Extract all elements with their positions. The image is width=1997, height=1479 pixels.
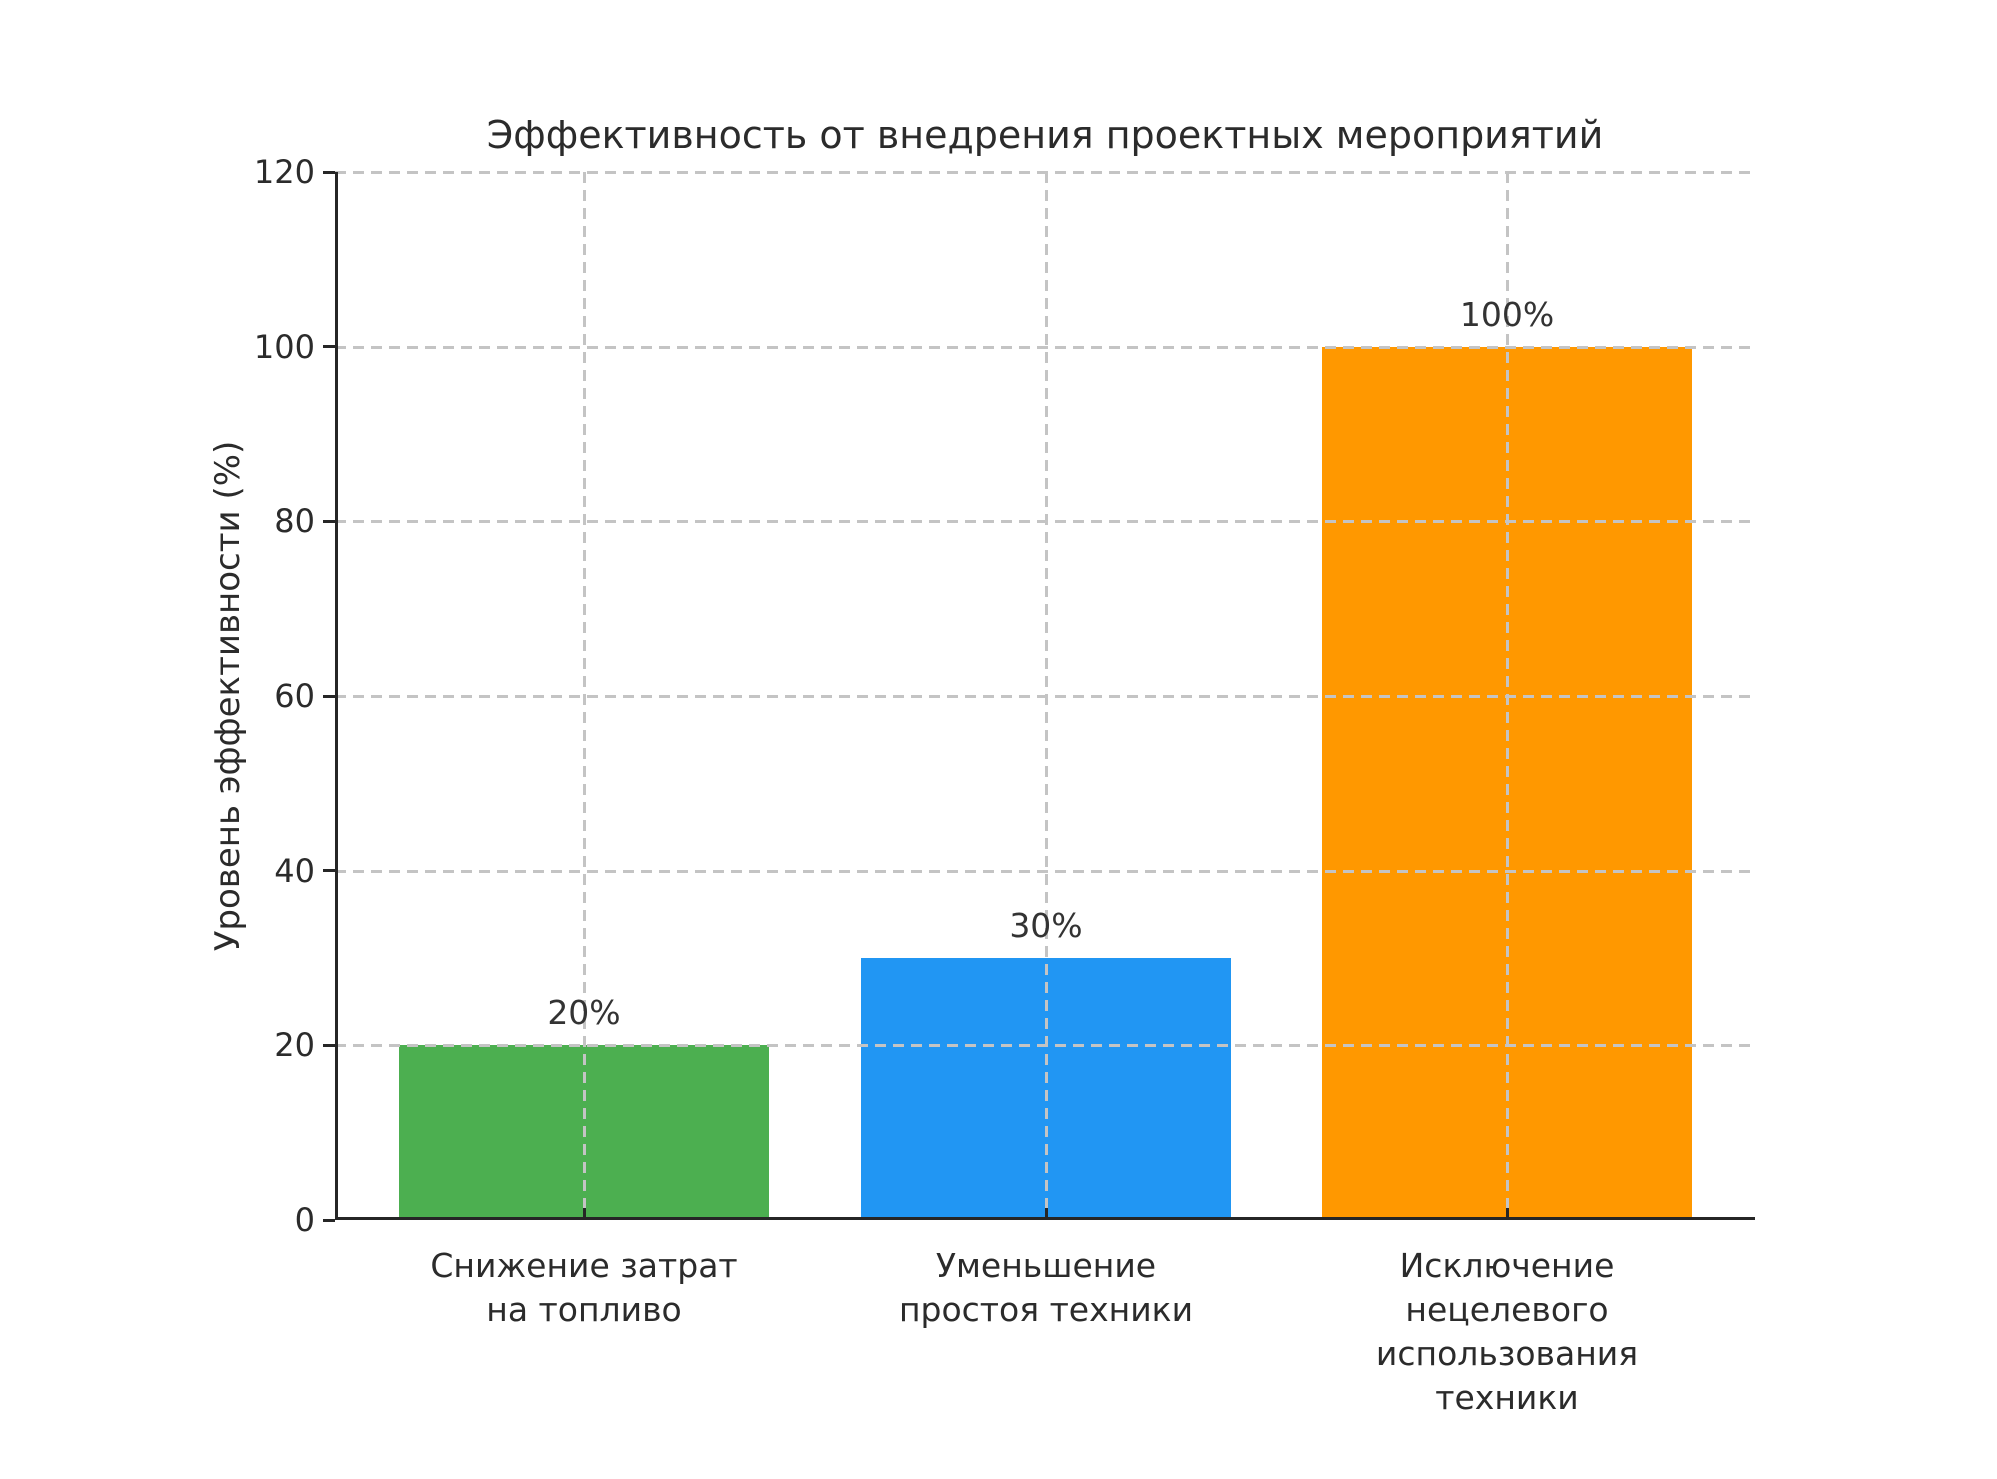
y-tick-mark	[323, 869, 335, 873]
x-tick-label: Исключение нецелевого использования техники	[1247, 1244, 1767, 1420]
y-axis-spine	[335, 172, 338, 1220]
x-axis-spine	[335, 1217, 1755, 1220]
y-tick-label: 40	[274, 851, 315, 890]
x-tick-label-line: техники	[1435, 1378, 1579, 1417]
y-tick-label: 60	[274, 677, 315, 715]
x-tick-mark	[1044, 1208, 1048, 1218]
x-tick-mark	[582, 1208, 586, 1218]
y-tick-mark	[323, 694, 335, 698]
y-tick-mark	[323, 1218, 335, 1222]
x-tick-label-line: Уменьшение	[935, 1246, 1157, 1285]
y-tick-label: 80	[274, 502, 315, 541]
y-tick-mark	[323, 345, 335, 349]
v-gridline	[1044, 172, 1048, 1220]
v-gridline	[582, 172, 586, 1220]
x-tick-mark	[1505, 1208, 1509, 1218]
y-tick-label: 20	[274, 1026, 315, 1065]
y-tick-mark	[323, 519, 335, 523]
v-gridline	[1505, 172, 1509, 1220]
y-tick-label: 120	[253, 153, 315, 191]
y-tick-label: 100	[253, 327, 315, 366]
y-tick-mark	[323, 170, 335, 174]
x-tick-label-line: на топливо	[486, 1290, 682, 1329]
plot-area: 0 20 40 60 80 100 120 20% Снижение затрат на топл…	[254, 153, 1755, 1417]
value-label: 20%	[547, 993, 621, 1033]
x-tick-label-line: использования	[1375, 1334, 1639, 1373]
y-tick-label: 0	[294, 1201, 315, 1239]
x-tick-label-line: Исключение	[1399, 1246, 1615, 1285]
value-label: 30%	[1009, 906, 1083, 945]
x-tick-label-line: простоя техники	[898, 1290, 1194, 1329]
x-tick-label-line: Снижение затрат	[430, 1246, 738, 1285]
x-tick-label-line: нецелевого	[1405, 1290, 1609, 1329]
y-tick-mark	[323, 1043, 335, 1047]
y-axis-label: Уровень эффективности (%)	[208, 440, 248, 952]
x-tick-label: Снижение затрат на топливо	[324, 1244, 844, 1332]
value-label: 100%	[1459, 294, 1555, 334]
x-tick-label: Уменьшение простоя техники	[786, 1244, 1306, 1332]
chart-title: Эффективность от внедрения проектных мер…	[486, 113, 1604, 157]
